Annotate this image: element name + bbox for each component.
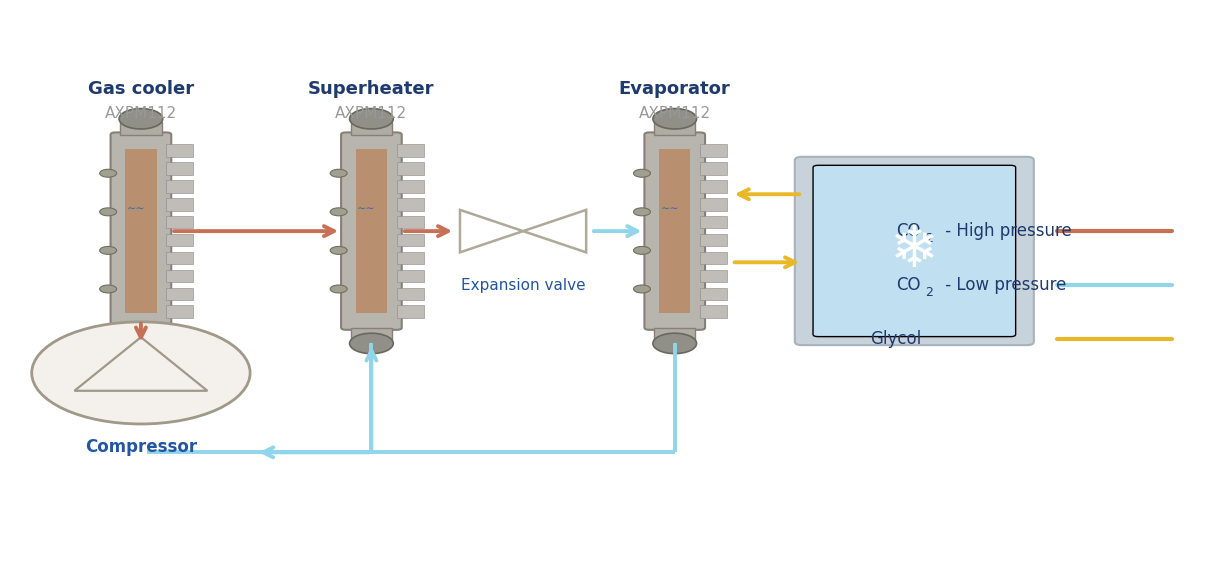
Bar: [167, 270, 193, 282]
Circle shape: [119, 333, 163, 353]
Circle shape: [32, 322, 250, 424]
Text: CO: CO: [896, 222, 921, 240]
Bar: [167, 287, 193, 300]
Text: ❄: ❄: [890, 222, 939, 279]
Bar: [396, 306, 423, 318]
Bar: [700, 144, 727, 157]
Text: AXPM112: AXPM112: [105, 105, 178, 120]
Bar: [167, 144, 193, 157]
Bar: [167, 198, 193, 210]
Text: 2: 2: [924, 286, 933, 299]
Bar: [355, 149, 387, 314]
Bar: [396, 162, 423, 175]
Circle shape: [634, 246, 651, 254]
Bar: [700, 287, 727, 300]
Text: - Low pressure: - Low pressure: [940, 276, 1066, 294]
Text: Expansion valve: Expansion valve: [461, 278, 585, 292]
Text: AXPM112: AXPM112: [336, 105, 407, 120]
Circle shape: [653, 333, 697, 353]
FancyBboxPatch shape: [814, 165, 1015, 337]
Circle shape: [331, 208, 347, 216]
Text: Compressor: Compressor: [85, 438, 197, 456]
Text: Superheater: Superheater: [308, 80, 434, 98]
Bar: [167, 306, 193, 318]
Bar: [700, 198, 727, 210]
Bar: [167, 252, 193, 264]
Circle shape: [349, 333, 393, 353]
Circle shape: [100, 208, 117, 216]
Bar: [167, 216, 193, 229]
Bar: [396, 198, 423, 210]
FancyBboxPatch shape: [342, 132, 401, 330]
Text: Glycol: Glycol: [869, 330, 921, 348]
Text: AXPM112: AXPM112: [638, 105, 711, 120]
Bar: [700, 234, 727, 246]
Bar: [654, 122, 696, 135]
FancyBboxPatch shape: [111, 132, 171, 330]
Circle shape: [634, 285, 651, 293]
Circle shape: [331, 246, 347, 254]
FancyBboxPatch shape: [795, 157, 1034, 345]
Bar: [167, 162, 193, 175]
Bar: [396, 270, 423, 282]
Circle shape: [100, 285, 117, 293]
Text: ∼∼: ∼∼: [660, 203, 680, 213]
Circle shape: [349, 109, 393, 129]
Bar: [396, 252, 423, 264]
Circle shape: [100, 169, 117, 177]
Bar: [700, 252, 727, 264]
Bar: [654, 328, 696, 340]
Bar: [396, 180, 423, 193]
Bar: [396, 287, 423, 300]
Bar: [120, 328, 162, 340]
Circle shape: [653, 109, 697, 129]
Text: 2: 2: [924, 232, 933, 245]
Bar: [396, 216, 423, 229]
Bar: [700, 180, 727, 193]
Text: - High pressure: - High pressure: [940, 222, 1073, 240]
Circle shape: [100, 246, 117, 254]
FancyBboxPatch shape: [644, 132, 705, 330]
Text: ∼∼: ∼∼: [358, 203, 376, 213]
Bar: [700, 162, 727, 175]
Text: Evaporator: Evaporator: [619, 80, 731, 98]
Text: ∼∼: ∼∼: [126, 203, 146, 213]
Text: Gas cooler: Gas cooler: [88, 80, 195, 98]
Circle shape: [634, 169, 651, 177]
Text: CO: CO: [896, 276, 921, 294]
Bar: [350, 328, 392, 340]
Circle shape: [119, 109, 163, 129]
Bar: [350, 122, 392, 135]
Circle shape: [331, 169, 347, 177]
Bar: [396, 234, 423, 246]
Bar: [125, 149, 157, 314]
Circle shape: [634, 208, 651, 216]
Bar: [700, 216, 727, 229]
Circle shape: [331, 285, 347, 293]
Bar: [167, 234, 193, 246]
Bar: [396, 144, 423, 157]
Bar: [120, 122, 162, 135]
Bar: [659, 149, 691, 314]
Bar: [700, 306, 727, 318]
Bar: [167, 180, 193, 193]
Bar: [700, 270, 727, 282]
